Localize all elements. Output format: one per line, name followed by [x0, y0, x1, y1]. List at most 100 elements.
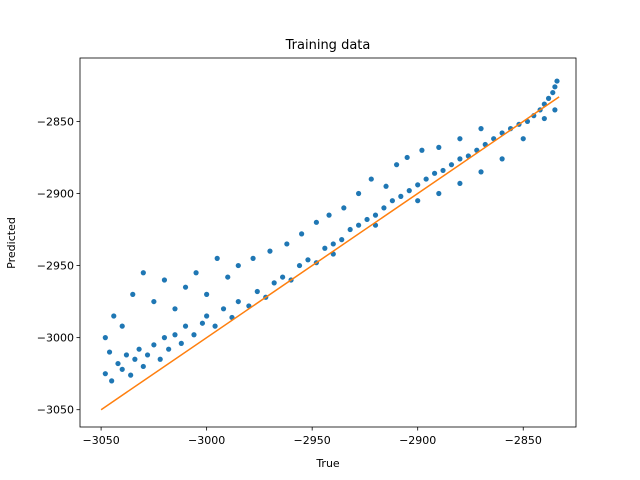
- scatter-point: [212, 323, 218, 329]
- scatter-point: [457, 156, 463, 162]
- scatter-point: [140, 363, 146, 370]
- x-tick-label: −2850: [505, 434, 542, 447]
- scatter-point: [140, 270, 146, 276]
- scatter-point: [267, 248, 273, 254]
- scatter-point: [389, 198, 395, 204]
- x-tick-label: −2950: [294, 434, 331, 447]
- scatter-point: [322, 245, 328, 251]
- y-tick-label: −2850: [37, 115, 74, 128]
- scatter-point: [214, 255, 220, 261]
- scatter-point: [383, 183, 389, 189]
- y-tick-label: −2950: [37, 260, 74, 273]
- scatter-point: [305, 257, 311, 263]
- scatter-point: [136, 346, 142, 352]
- scatter-point: [554, 78, 560, 84]
- scatter-point: [235, 262, 241, 269]
- scatter-point: [520, 136, 526, 142]
- scatter-point: [172, 306, 178, 312]
- line: [100, 96, 560, 411]
- scatter-point: [166, 346, 172, 352]
- scatter-point: [172, 332, 178, 338]
- scatter-point: [102, 335, 108, 341]
- scatter-point: [499, 156, 505, 162]
- scatter-point: [119, 323, 125, 329]
- scatter-point: [448, 162, 455, 168]
- scatter-point: [178, 340, 184, 346]
- scatter-point: [123, 352, 130, 358]
- scatter-point: [415, 198, 421, 204]
- y-axis-label: Predicted: [5, 217, 18, 269]
- scatter-point: [457, 180, 463, 187]
- scatter-point: [115, 360, 121, 367]
- scatter-point: [204, 313, 210, 319]
- scatter-point: [161, 335, 168, 341]
- scatter-point: [284, 241, 290, 247]
- scatter-point: [398, 193, 404, 199]
- scatter-point: [552, 107, 558, 113]
- scatter-point: [299, 231, 305, 237]
- scatter-point: [132, 356, 138, 362]
- scatter-point: [193, 270, 199, 276]
- scatter-point: [280, 274, 286, 280]
- x-tick-label: −3050: [82, 434, 119, 447]
- scatter-point: [393, 162, 400, 168]
- scatter-point: [478, 126, 484, 132]
- scatter-point: [220, 306, 227, 312]
- scatter-point: [235, 298, 241, 305]
- scatter-point: [151, 298, 157, 305]
- scatter-point: [250, 255, 256, 261]
- scatter-point: [182, 323, 189, 329]
- scatter-point: [406, 188, 412, 194]
- scatter-point: [130, 291, 136, 297]
- scatter-point: [119, 366, 125, 372]
- scatter-point: [347, 226, 353, 233]
- scatter-point: [106, 349, 113, 355]
- scatter-point: [296, 262, 303, 269]
- y-tick-label: −2900: [37, 187, 74, 200]
- scatter-point: [552, 84, 558, 90]
- scatter-point: [204, 291, 210, 297]
- scatter-point: [144, 352, 151, 358]
- scatter-point: [157, 356, 163, 362]
- y-tick-label: −3000: [37, 332, 74, 345]
- x-tick-label: −3000: [188, 434, 225, 447]
- scatter-point: [313, 219, 319, 225]
- scatter-point: [372, 212, 379, 218]
- scatter-point: [436, 190, 442, 197]
- x-axis-label: True: [315, 457, 340, 470]
- scatter-point: [541, 115, 547, 122]
- scatter-point: [161, 277, 168, 283]
- scatter-point: [381, 205, 387, 211]
- scatter-point: [111, 313, 117, 319]
- scatter-point: [182, 284, 189, 290]
- plot-area: [100, 78, 560, 411]
- scatter-point: [436, 144, 442, 150]
- scatter-point: [457, 136, 463, 142]
- scatter-point: [356, 190, 362, 197]
- scatter-point: [415, 182, 421, 188]
- scatter-point: [419, 147, 425, 153]
- scatter-point: [254, 288, 260, 295]
- scatter-point: [339, 237, 345, 243]
- scatter-point: [545, 95, 552, 101]
- scatter-point: [356, 222, 362, 228]
- scatter-point: [199, 320, 206, 326]
- x-tick-label: −2900: [399, 434, 436, 447]
- scatter-point: [431, 170, 438, 176]
- y-tick-label: −3050: [37, 404, 74, 417]
- scatter-point: [151, 342, 157, 348]
- scatter-point: [550, 89, 556, 96]
- chart-title: Training data: [285, 38, 371, 53]
- scatter-point: [341, 205, 347, 211]
- scatter-point: [440, 167, 446, 174]
- scatter-point: [128, 372, 134, 378]
- scatter-point: [102, 371, 108, 377]
- axes-frame: [79, 57, 577, 428]
- scatter-point: [109, 378, 115, 384]
- scatter-point: [404, 154, 410, 161]
- scatter-point: [364, 216, 370, 223]
- scatter-point: [191, 332, 197, 338]
- scatter-point: [368, 176, 374, 182]
